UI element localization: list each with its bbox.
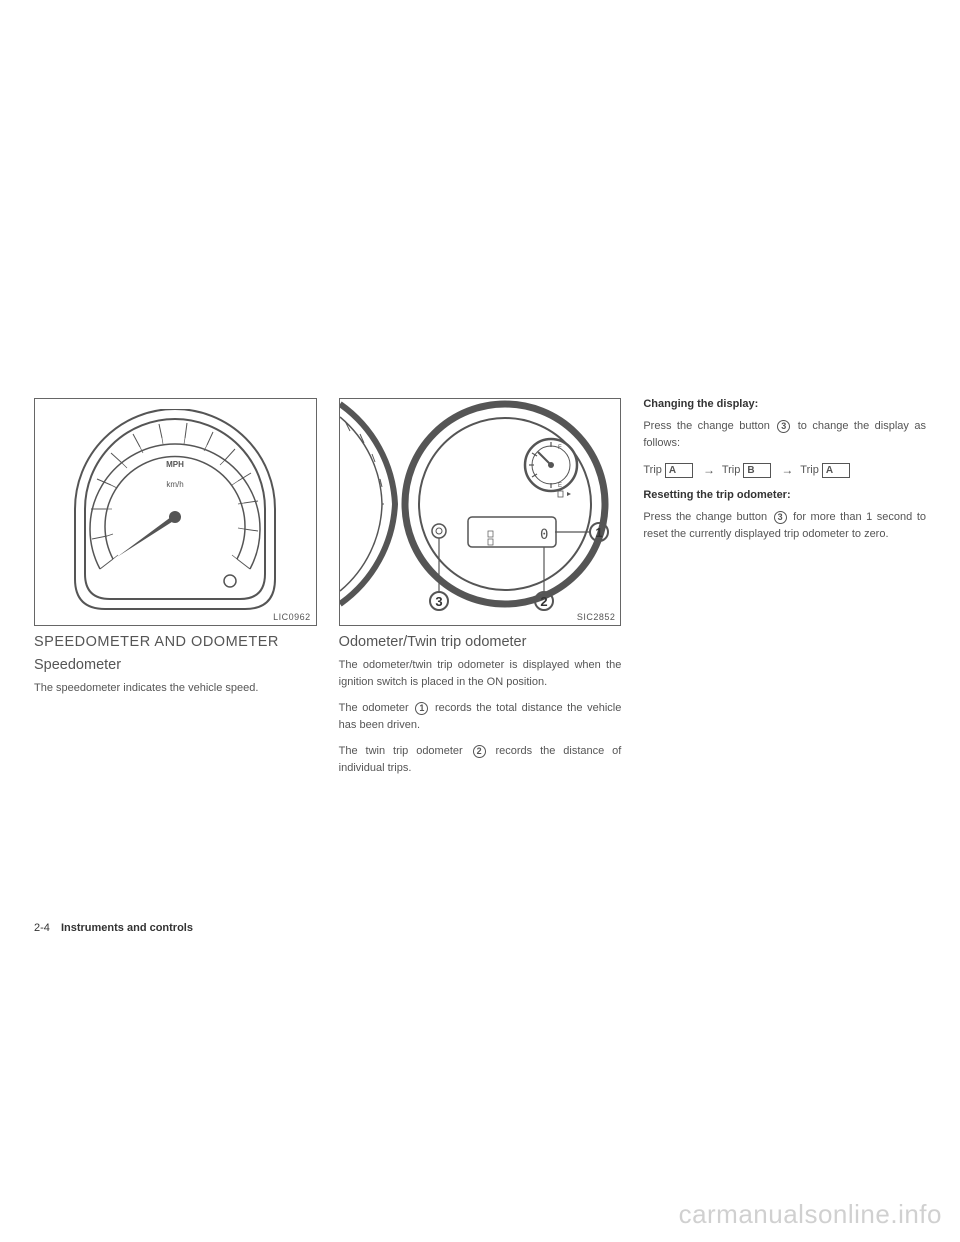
subsection-odometer: Odometer/Twin trip odometer	[339, 634, 622, 650]
odo-body2: The odometer 1 records the total distanc…	[339, 700, 622, 733]
changing-display-heading: Changing the display:	[643, 398, 926, 410]
footer-section: Instruments and controls	[61, 922, 193, 934]
inline-callout-1: 1	[415, 702, 428, 715]
callout-2: 2	[540, 594, 547, 609]
speedometer-gauge-svg: MPH km/h	[55, 409, 295, 614]
odo-digit: 0	[540, 527, 548, 543]
odo-body3: The twin trip odometer 2 records the dis…	[339, 743, 622, 776]
mph-label: MPH	[166, 460, 184, 469]
resetting-body: Press the change button 3 for more than …	[643, 509, 926, 542]
page-content: MPH km/h LIC0962 SPEEDOMETER AND ODOMETE…	[0, 0, 960, 786]
inline-callout-3b: 3	[774, 511, 787, 524]
subsection-speedometer: Speedometer	[34, 657, 317, 673]
figure-label-1: LIC0962	[273, 612, 311, 622]
column-1: MPH km/h LIC0962 SPEEDOMETER AND ODOMETE…	[34, 398, 317, 786]
arrow-icon: →	[703, 461, 715, 479]
speedometer-desc: The speedometer indicates the vehicle sp…	[34, 680, 317, 697]
fuel-f-label: F	[558, 445, 562, 451]
callout-1: 1	[595, 525, 602, 540]
fuel-e-label: E	[558, 483, 562, 489]
trip-sequence: TripA → TripB → TripA	[643, 461, 926, 479]
resetting-heading: Resetting the trip odometer:	[643, 489, 926, 501]
column-2: F E 0	[339, 398, 622, 786]
callout-3: 3	[435, 594, 442, 609]
page-number: 2-4	[34, 922, 50, 934]
figure-odometer: F E 0	[339, 398, 622, 626]
arrow-icon: →	[781, 461, 793, 479]
changing-display-body: Press the change button 3 to change the …	[643, 418, 926, 451]
inline-callout-3a: 3	[777, 420, 790, 433]
figure-label-2: SIC2852	[577, 612, 616, 622]
section-title-speedometer-odometer: SPEEDOMETER AND ODOMETER	[34, 634, 317, 650]
page-footer: 2-4 Instruments and controls	[34, 922, 193, 934]
trip-box-a1: A	[665, 463, 693, 478]
inline-callout-2: 2	[473, 745, 486, 758]
trip-box-a2: A	[822, 463, 850, 478]
column-3: Changing the display: Press the change b…	[643, 398, 926, 786]
figure-speedometer: MPH km/h LIC0962	[34, 398, 317, 626]
watermark: carmanualsonline.info	[679, 1199, 942, 1230]
kmh-label: km/h	[167, 480, 184, 489]
trip-box-b: B	[743, 463, 771, 478]
odo-body1: The odometer/twin trip odometer is displ…	[339, 657, 622, 690]
odometer-gauge-svg: F E 0	[340, 399, 620, 625]
